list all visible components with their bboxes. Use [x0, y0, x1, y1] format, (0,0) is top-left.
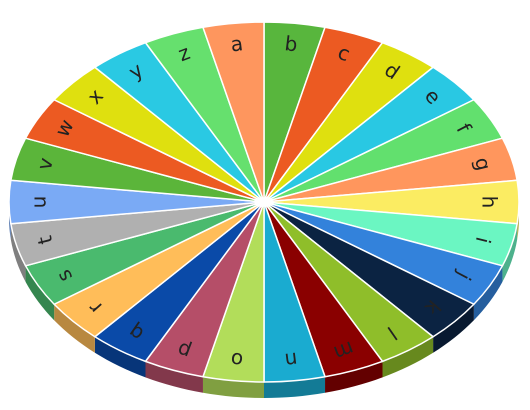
pie-side-walls: [9, 202, 519, 398]
slice-label-u: u: [26, 196, 50, 209]
pie-side-k: [433, 304, 474, 353]
pie-side-q: [94, 336, 146, 378]
slice-label-v: v: [32, 155, 58, 172]
pie-slice-a: [202, 21, 265, 203]
pie-side-j: [473, 265, 503, 321]
slice-label-g: g: [470, 155, 496, 173]
pie-side-s: [25, 265, 55, 321]
pie-side-l: [382, 336, 434, 378]
slice-label-o: o: [229, 347, 244, 372]
pie-side-p: [145, 361, 203, 393]
slice-label-i: i: [471, 235, 496, 246]
pie-side-m: [325, 361, 383, 393]
pie-side-t: [10, 223, 26, 282]
pie-side-r: [54, 304, 95, 353]
slice-label-n: n: [283, 347, 298, 372]
slice-label-a: a: [229, 31, 244, 56]
slice-label-b: b: [283, 31, 299, 56]
slice-label-h: h: [478, 196, 502, 209]
pie-top-faces: [8, 21, 520, 383]
pie-side-i: [502, 223, 518, 282]
